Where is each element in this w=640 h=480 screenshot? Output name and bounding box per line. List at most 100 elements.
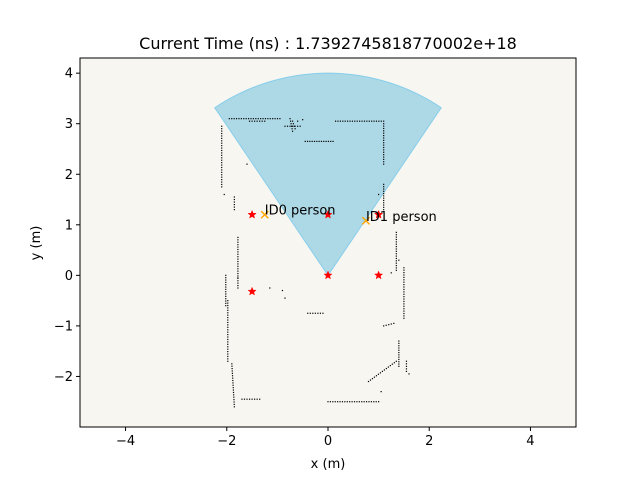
map-segment-18	[367, 360, 397, 383]
map-point	[379, 372, 382, 374]
map-point	[383, 206, 385, 208]
map-segment-4	[225, 274, 227, 307]
map-point	[225, 295, 227, 297]
map-point	[393, 362, 395, 364]
map-point	[289, 120, 292, 122]
map-point	[237, 282, 239, 284]
map-point	[395, 255, 397, 257]
map-point	[233, 118, 235, 120]
map-point	[403, 269, 405, 271]
map-point	[330, 140, 332, 143]
map-point	[227, 350, 229, 353]
map-point	[383, 192, 385, 195]
map-point	[251, 120, 253, 122]
map-point	[383, 127, 385, 130]
map-point	[231, 375, 234, 377]
map-point	[373, 120, 375, 122]
map-point	[395, 234, 397, 236]
map-point	[313, 140, 316, 143]
map-point	[403, 284, 405, 286]
map-point	[227, 314, 229, 316]
map-point	[383, 325, 385, 327]
map-point	[383, 369, 385, 371]
map-point	[252, 118, 255, 120]
field-of-view-sector	[214, 72, 442, 277]
map-point	[237, 239, 239, 241]
map-point	[403, 300, 405, 303]
map-point	[381, 370, 384, 372]
map-point	[309, 140, 311, 143]
map-point	[223, 193, 225, 196]
map-point	[395, 238, 397, 241]
map-point	[237, 284, 239, 287]
map-point	[221, 154, 223, 156]
map-point	[403, 279, 405, 281]
map-point	[221, 174, 223, 176]
map-point	[395, 243, 397, 245]
map-segment-22	[291, 120, 296, 130]
map-point	[403, 288, 405, 291]
map-point	[349, 401, 351, 403]
map-point	[383, 186, 385, 188]
map-point	[262, 118, 264, 120]
map-point	[398, 340, 400, 342]
map-point	[366, 120, 368, 122]
map-point	[227, 341, 229, 343]
red-star-marker	[247, 286, 257, 296]
map-point	[403, 281, 405, 283]
map-point	[251, 398, 253, 400]
map-point	[289, 125, 291, 127]
map-point	[221, 149, 223, 152]
map-point	[383, 183, 385, 185]
map-point	[383, 154, 385, 156]
map-point	[276, 118, 279, 120]
map-point	[250, 118, 252, 120]
map-point	[337, 401, 339, 403]
map-segment-12	[383, 183, 385, 211]
map-point	[237, 236, 239, 239]
map-point	[237, 251, 239, 253]
map-point	[237, 244, 239, 246]
map-point	[395, 250, 397, 252]
map-point	[383, 120, 385, 122]
map-segment-17	[405, 360, 408, 372]
map-point	[246, 398, 248, 400]
map-point	[329, 401, 332, 403]
map-point	[293, 125, 295, 127]
map-point	[225, 298, 227, 300]
map-point	[231, 370, 233, 372]
map-point	[347, 120, 349, 122]
red-star-marker	[323, 209, 333, 219]
map-point	[289, 118, 291, 120]
map-point	[403, 286, 405, 288]
map-point	[390, 323, 392, 325]
map-point	[267, 118, 269, 120]
map-point	[342, 120, 344, 122]
map-point	[294, 128, 296, 130]
map-point	[274, 118, 276, 120]
map-point	[232, 379, 234, 382]
map-point	[227, 346, 229, 348]
map-point	[391, 363, 393, 365]
map-point	[317, 312, 319, 314]
map-point	[227, 300, 229, 302]
map-point	[403, 317, 405, 319]
map-point	[227, 304, 229, 307]
map-point	[221, 140, 223, 142]
map-point	[323, 140, 325, 143]
map-point	[232, 384, 234, 386]
map-point	[237, 270, 239, 272]
map-point	[221, 169, 223, 171]
map-point	[248, 120, 251, 122]
map-point	[221, 137, 223, 139]
orange-x-marker	[260, 210, 269, 219]
map-point	[383, 123, 385, 125]
map-point	[221, 125, 223, 127]
map-point	[344, 401, 346, 403]
map-point	[221, 166, 223, 169]
map-segment-5	[227, 300, 229, 362]
map-point	[395, 241, 397, 243]
map-point	[233, 394, 235, 396]
map-point	[403, 308, 405, 310]
